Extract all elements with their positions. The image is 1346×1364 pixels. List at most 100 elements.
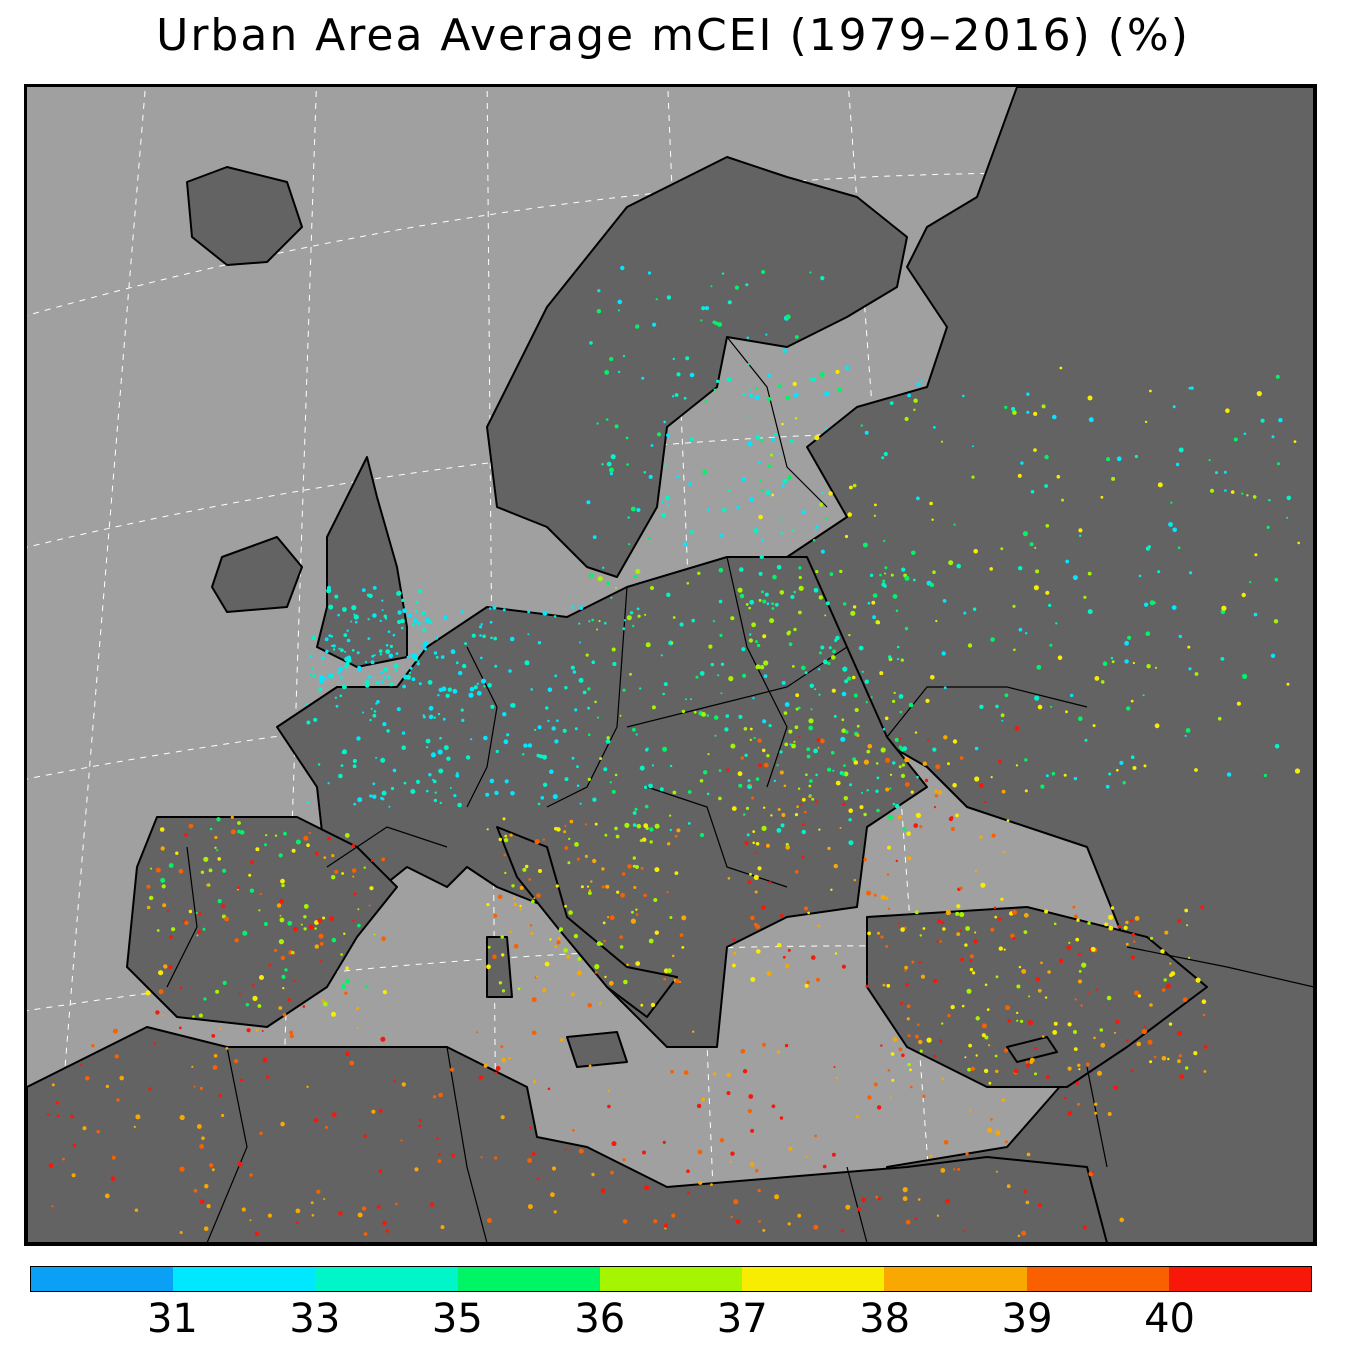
urban-point xyxy=(683,1070,689,1075)
urban-point xyxy=(659,787,664,792)
urban-point xyxy=(1014,1068,1019,1074)
urban-point xyxy=(1001,789,1006,794)
urban-point xyxy=(230,829,236,835)
urban-point xyxy=(948,560,954,566)
urban-point xyxy=(203,856,209,862)
urban-point xyxy=(644,1185,650,1191)
urban-point xyxy=(850,610,856,616)
urban-point xyxy=(1001,1098,1006,1103)
urban-point xyxy=(403,781,407,785)
urban-point xyxy=(357,797,363,803)
urban-point xyxy=(667,968,672,974)
urban-point xyxy=(426,746,429,749)
urban-point xyxy=(1104,922,1108,927)
urban-point xyxy=(527,743,533,748)
urban-point xyxy=(369,718,372,722)
urban-point xyxy=(761,905,766,910)
urban-point xyxy=(1088,417,1094,423)
urban-point xyxy=(776,828,782,833)
urban-point xyxy=(897,922,900,925)
urban-point xyxy=(814,688,817,691)
urban-point xyxy=(926,1037,932,1043)
urban-point xyxy=(827,661,831,666)
urban-point xyxy=(840,1229,845,1233)
urban-point xyxy=(1050,705,1053,708)
urban-point xyxy=(905,982,909,987)
border-line xyxy=(446,1046,488,1243)
urban-point xyxy=(1053,1021,1058,1026)
urban-point xyxy=(726,1091,731,1096)
urban-point xyxy=(1055,622,1058,625)
urban-point xyxy=(542,610,548,616)
urban-point xyxy=(534,728,537,732)
urban-point xyxy=(990,776,993,779)
urban-point xyxy=(877,1197,881,1201)
urban-point xyxy=(563,830,567,834)
urban-point xyxy=(296,1221,299,1224)
urban-point xyxy=(1278,418,1283,423)
urban-point xyxy=(178,1026,182,1030)
urban-point xyxy=(596,309,602,314)
urban-point xyxy=(193,1188,198,1193)
urban-point xyxy=(373,933,376,936)
urban-point xyxy=(890,573,894,577)
urban-point xyxy=(328,673,333,678)
urban-point xyxy=(990,1118,993,1121)
urban-point xyxy=(746,336,750,340)
urban-point xyxy=(814,435,820,441)
urban-point xyxy=(720,662,725,666)
urban-point xyxy=(437,712,441,716)
urban-point xyxy=(519,908,522,911)
urban-point xyxy=(432,1095,437,1099)
urban-point xyxy=(662,746,668,752)
urban-point xyxy=(1256,391,1262,397)
urban-point xyxy=(572,1129,575,1132)
urban-point xyxy=(1029,1060,1034,1064)
urban-point xyxy=(974,931,977,934)
urban-point xyxy=(662,692,665,696)
urban-point xyxy=(1068,941,1071,945)
urban-point xyxy=(469,686,475,692)
urban-point xyxy=(835,369,840,374)
urban-point xyxy=(601,867,605,871)
urban-point xyxy=(813,1224,819,1230)
urban-point xyxy=(604,833,608,837)
urban-point xyxy=(606,581,610,586)
urban-point xyxy=(614,773,618,777)
urban-point xyxy=(804,671,808,675)
urban-point xyxy=(872,593,878,598)
urban-point xyxy=(486,828,489,831)
urban-point xyxy=(1132,661,1135,665)
urban-point xyxy=(701,712,706,717)
urban-point xyxy=(906,1004,911,1009)
urban-point xyxy=(937,919,942,924)
urban-point xyxy=(910,1085,913,1089)
urban-point xyxy=(549,769,554,774)
urban-point xyxy=(916,775,919,779)
urban-point xyxy=(502,817,506,821)
urban-point xyxy=(782,955,786,959)
urban-point xyxy=(1124,640,1129,646)
urban-point xyxy=(1004,693,1009,698)
urban-point xyxy=(504,779,509,784)
urban-point xyxy=(388,805,391,808)
urban-point xyxy=(891,1078,895,1082)
urban-point xyxy=(798,736,801,739)
colorbar-tick-label: 38 xyxy=(859,1296,911,1342)
urban-point xyxy=(1149,389,1152,393)
urban-point xyxy=(883,539,886,542)
urban-point xyxy=(1195,977,1201,983)
urban-point xyxy=(661,512,666,518)
urban-point xyxy=(774,1194,780,1200)
urban-point xyxy=(1099,1028,1104,1032)
urban-point xyxy=(902,1196,908,1202)
urban-point xyxy=(853,760,859,765)
urban-point xyxy=(1150,936,1154,940)
urban-point xyxy=(798,575,802,580)
urban-point xyxy=(1144,420,1148,424)
urban-point xyxy=(1215,471,1218,475)
urban-point xyxy=(620,892,625,898)
urban-point xyxy=(725,714,730,718)
urban-point xyxy=(332,644,336,648)
urban-point xyxy=(422,643,427,648)
